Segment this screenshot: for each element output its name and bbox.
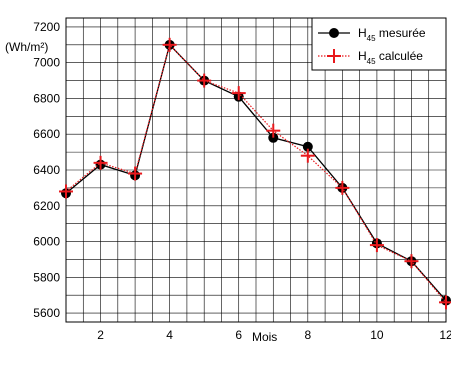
y-tick-label: 7200: [33, 20, 60, 34]
y-tick-label: 6000: [33, 235, 60, 249]
legend-item-2: H45 calculée: [318, 49, 423, 66]
y-axis-label: (Wh/m²): [5, 40, 48, 54]
x-tick-label: 4: [166, 328, 173, 342]
y-axis-ticks: 5600 5800 6000 6200 6400 6600 6800 7000 7200: [33, 20, 60, 320]
series-2-point: [128, 166, 143, 181]
series-2-point: [59, 184, 73, 199]
y-tick-label: 6200: [33, 199, 60, 213]
legend: H45 mesurée H45 calculée: [311, 17, 447, 71]
plot-frame: [65, 17, 447, 323]
y-tick-label: 6800: [33, 91, 60, 105]
y-tick-label: 7000: [33, 56, 60, 70]
series-2-point: [197, 73, 212, 88]
series-2-point: [93, 155, 108, 170]
plot-border: [65, 17, 447, 323]
series-line-2: [65, 43, 447, 303]
series-group: [59, 37, 451, 310]
x-axis-ticks: 2 4 6 8 10 12: [97, 328, 451, 342]
series-2-point: [404, 254, 419, 269]
series-2-point: [335, 180, 350, 195]
series-2-point: [162, 37, 177, 52]
y-tick-label: 5600: [33, 306, 60, 320]
x-axis-label: Mois: [252, 330, 277, 344]
series-2-point: [266, 123, 281, 138]
series-2-point: [300, 148, 315, 163]
legend-label: H45 mesurée: [358, 26, 426, 43]
series-2-point: [231, 86, 246, 101]
legend-item-1: H45 mesurée: [318, 26, 426, 43]
y-tick-label: 5800: [33, 270, 60, 284]
legend-label: H45 calculée: [358, 49, 423, 66]
series-1-point: [268, 132, 279, 143]
x-tick-label: 6: [235, 328, 242, 342]
series-2-point: [369, 238, 384, 253]
y-tick-label: 6600: [33, 127, 60, 141]
series-1-point: [302, 141, 313, 152]
y-tick-label: 6400: [33, 163, 60, 177]
legend-marker-circle: [329, 28, 339, 38]
x-tick-label: 10: [370, 328, 384, 342]
x-tick-label: 2: [97, 328, 104, 342]
x-tick-label: 12: [439, 328, 451, 342]
x-tick-label: 8: [304, 328, 311, 342]
